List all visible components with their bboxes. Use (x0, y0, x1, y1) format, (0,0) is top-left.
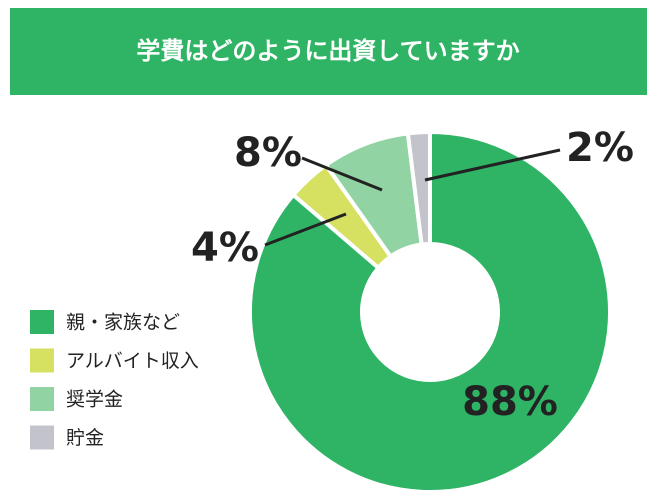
value-label: 88% (462, 379, 558, 425)
chart-title: 学費はどのように出資していますか (136, 37, 519, 65)
title-bar (10, 8, 647, 95)
slice (405, 129, 432, 247)
value-label: 2% (566, 125, 634, 171)
leader-line (301, 156, 383, 192)
value-label: 4% (191, 225, 259, 271)
legend-label: 奨学金 (66, 389, 123, 411)
legend-label: 親・家族など (66, 312, 180, 334)
legend-label: 貯金 (66, 427, 104, 449)
value-label: 8% (234, 130, 302, 176)
legend-swatch (30, 348, 54, 373)
leader-line (424, 148, 561, 182)
legend-swatch (30, 310, 54, 334)
legend-label: アルバイト収入 (66, 350, 199, 372)
leader-line (264, 212, 347, 247)
slice (248, 129, 612, 494)
legend-swatch (30, 425, 54, 450)
donut (248, 129, 612, 494)
legend-swatch (30, 387, 54, 411)
